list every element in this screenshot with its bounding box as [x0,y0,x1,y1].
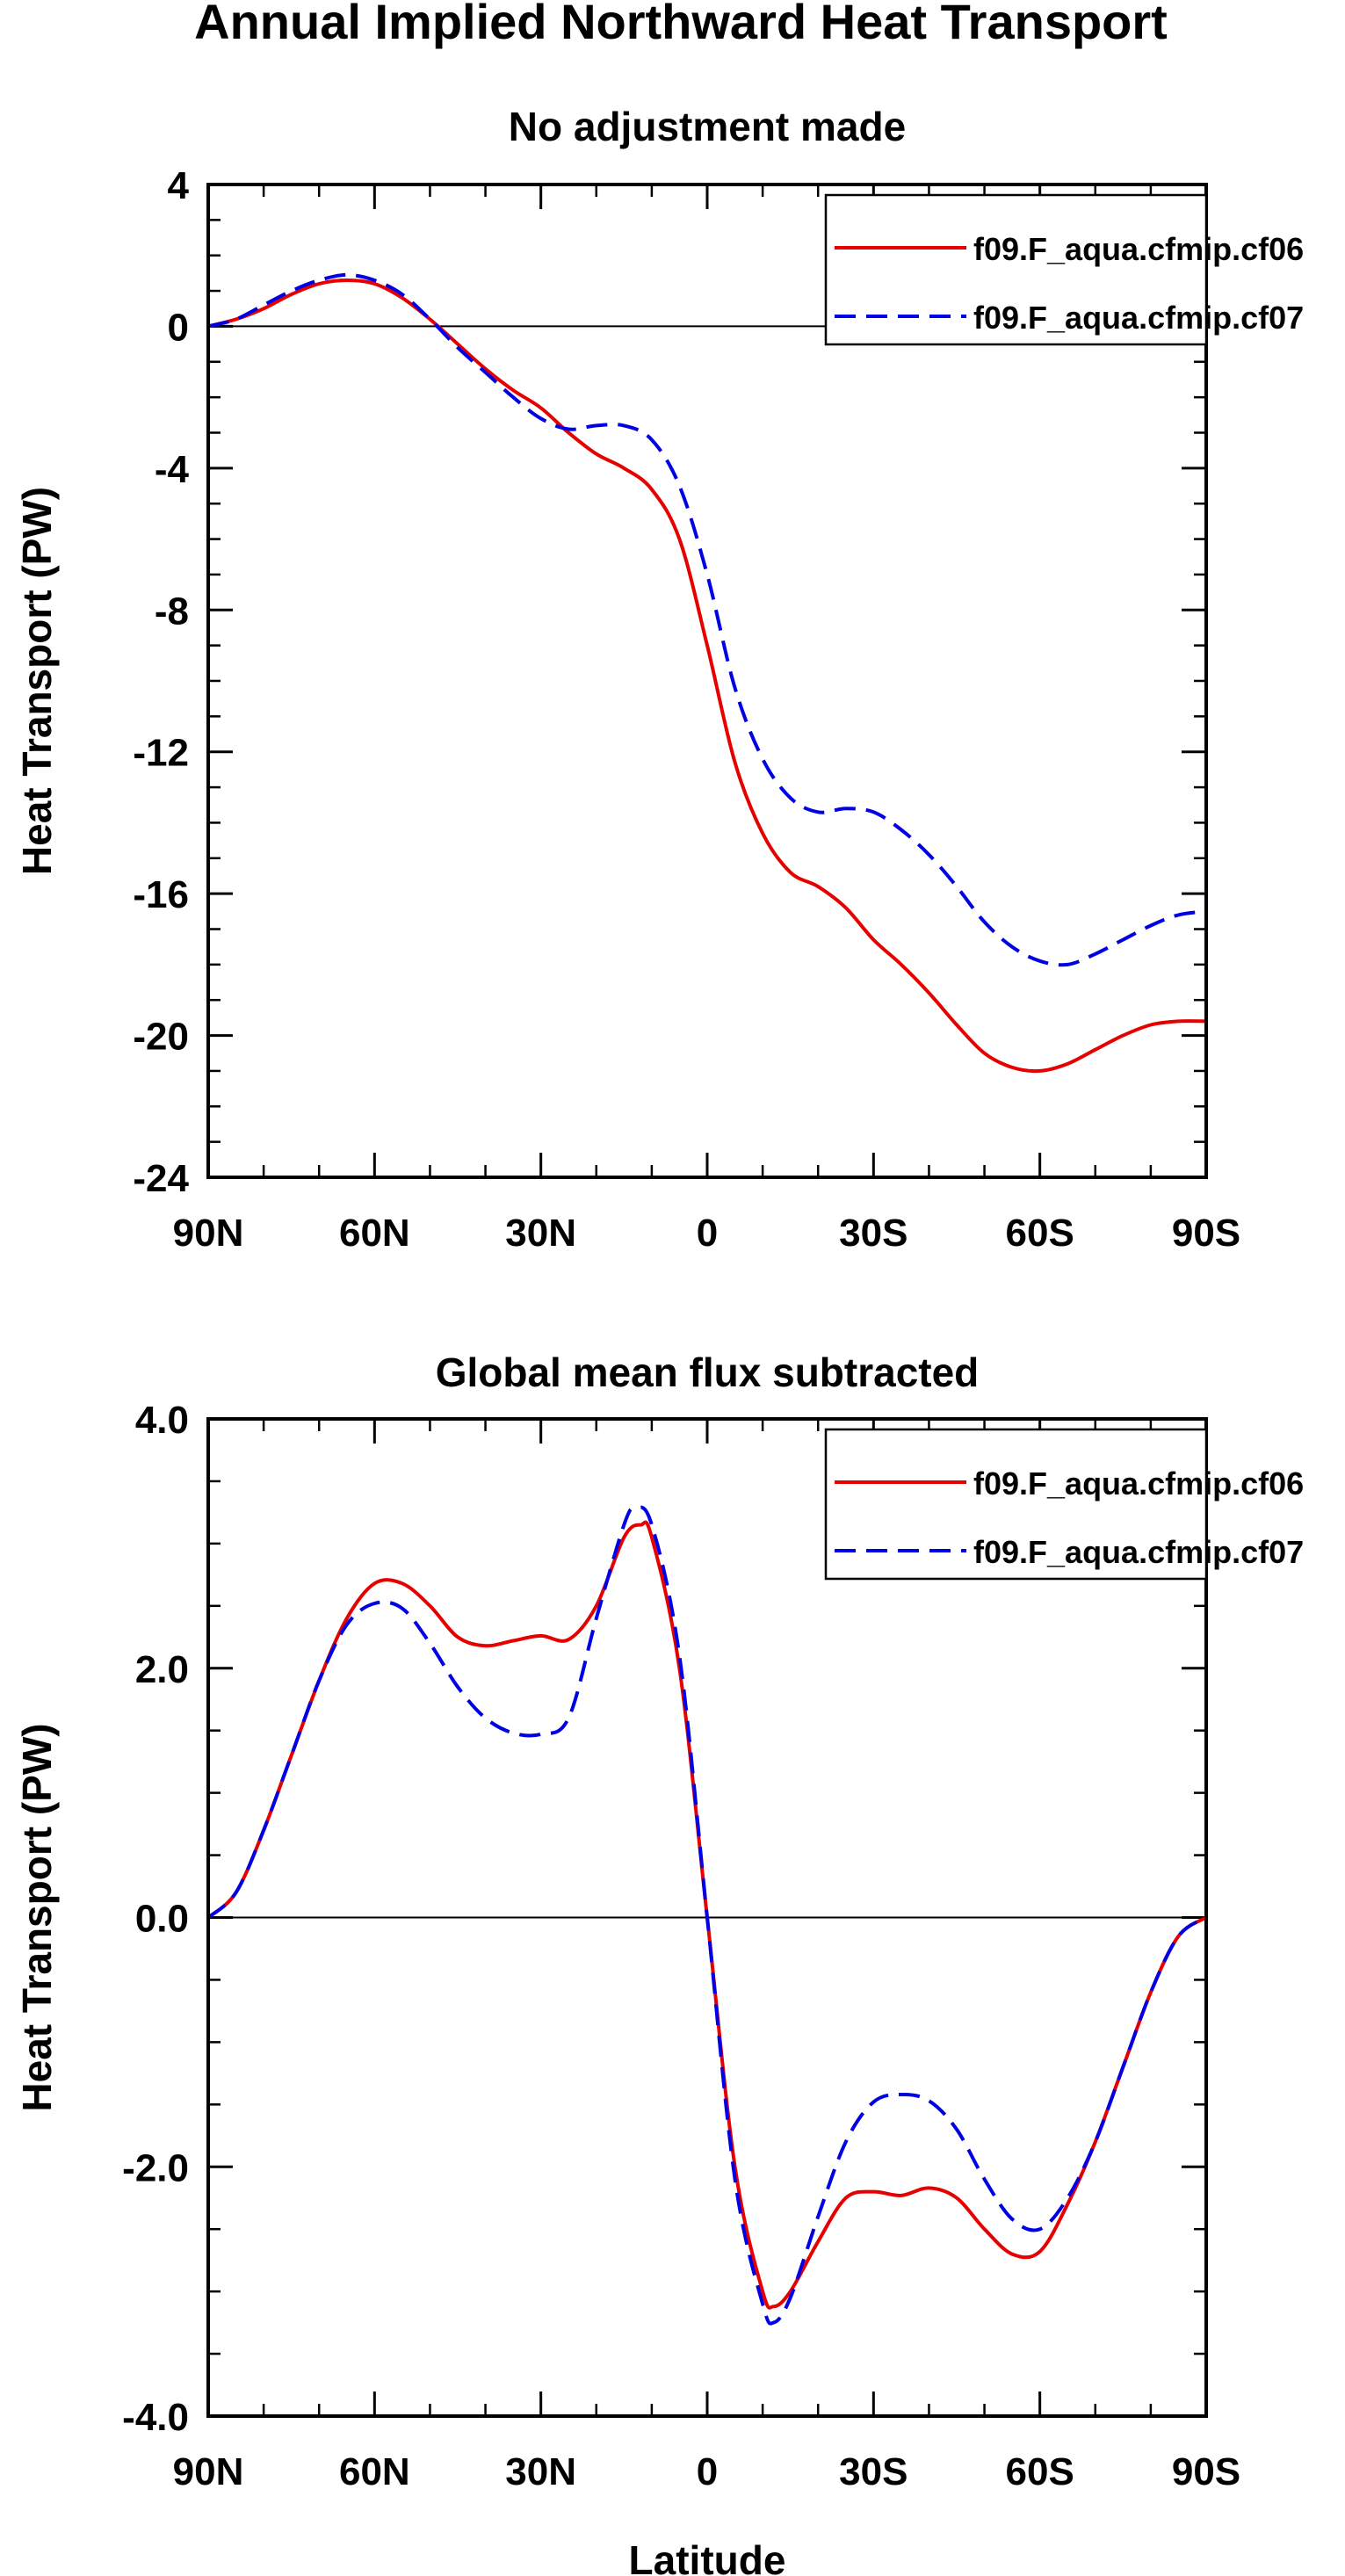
x-tick-label: 90S [1172,1212,1240,1255]
x-axis-label: Latitude [629,2537,786,2576]
legend-label-1: f09.F_aqua.cfmip.cf06 [973,1465,1304,1501]
y-tick-label: -4.0 [122,2396,189,2439]
panel-title: Global mean flux subtracted [436,1350,980,1395]
legend-box [824,1428,1208,1581]
panel-no-adjustment: No adjustment made 4 0 -4 -8 -12 -16 -20 -24 90N 6… [14,104,1304,1255]
y-tick-label: -2.0 [122,2146,189,2189]
y-tick-label: -16 [133,873,189,916]
y-tick-label: -4 [155,448,190,491]
x-tick-label: 60N [339,2450,410,2493]
legend-box [824,193,1208,346]
y-tick-label: -24 [133,1157,189,1200]
x-tick-label: 90N [173,1212,244,1255]
series-line-2 [207,272,1207,967]
y-tick-label: -12 [133,732,189,775]
x-tick-label: 60S [1006,2450,1074,2493]
x-tick-label: 0 [697,1212,718,1255]
x-tick-label: 90N [173,2450,244,2493]
series-line-1 [207,279,1207,1074]
x-tick-label: 90S [1172,2450,1240,2493]
y-tick-label: 4.0 [135,1399,189,1442]
y-axis-label: Heat Transport (PW) [14,487,60,875]
y-tick-label: 4 [168,164,190,207]
x-tick-label: 0 [697,2450,718,2493]
x-tick-label: 60S [1006,1212,1074,1255]
plot-frame [206,183,1208,1179]
y-tick-label: 0.0 [135,1898,189,1941]
x-tick-label: 60N [339,1212,410,1255]
main-title: Annual Implied Northward Heat Transport [194,0,1168,49]
panel-title: No adjustment made [509,104,906,149]
y-tick-label: 2.0 [135,1648,189,1691]
x-tick-label: 30N [505,1212,576,1255]
legend-label-2: f09.F_aqua.cfmip.cf07 [973,300,1304,336]
legend-label-2: f09.F_aqua.cfmip.cf07 [973,1534,1304,1570]
x-tick-label: 30S [839,2450,908,2493]
series-line-2 [206,1505,1208,2326]
y-tick-label: -20 [133,1016,189,1059]
y-tick-label: -8 [155,590,189,633]
plot-frame [206,1417,1208,2418]
y-axis-label: Heat Transport (PW) [14,1723,60,2111]
legend-label-1: f09.F_aqua.cfmip.cf06 [973,231,1304,267]
y-tick-label: 0 [168,306,189,349]
x-tick-label: 30N [505,2450,576,2493]
panel-global-mean-subtracted: Global mean flux subtracted 4.0 2.0 0.0 -2.0… [14,1350,1304,2576]
x-tick-label: 30S [839,1212,908,1255]
